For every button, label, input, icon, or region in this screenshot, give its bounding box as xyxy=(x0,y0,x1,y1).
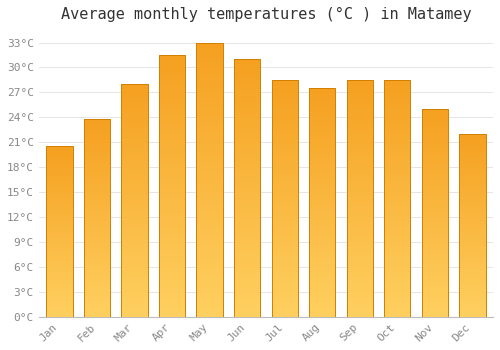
Title: Average monthly temperatures (°C ) in Matamey: Average monthly temperatures (°C ) in Ma… xyxy=(60,7,471,22)
